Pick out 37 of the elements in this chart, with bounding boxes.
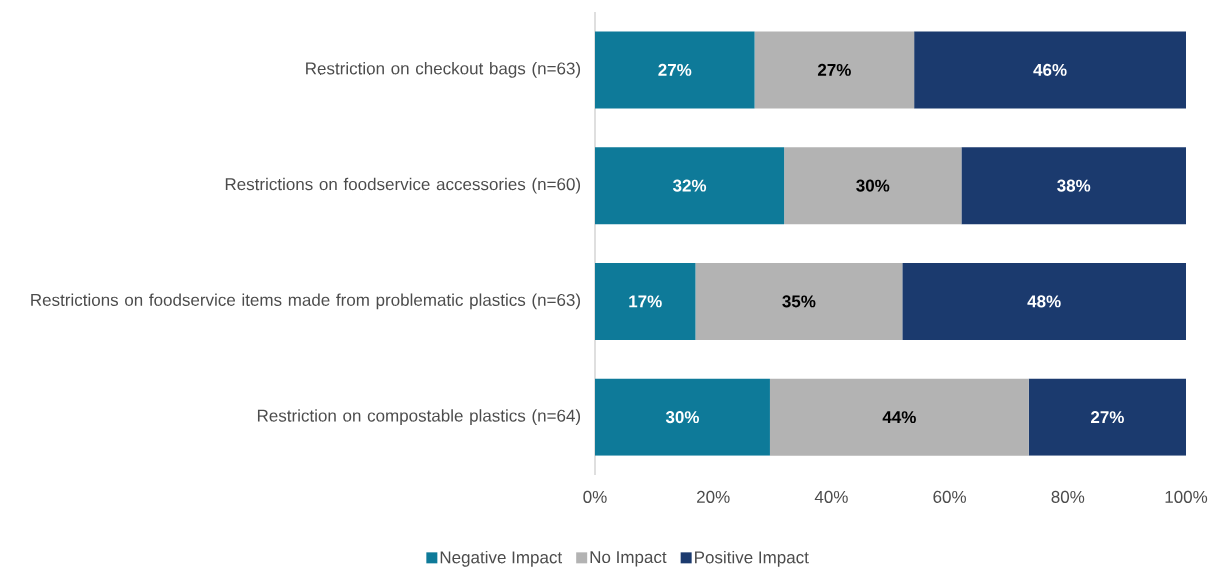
x-tick-label: 0%: [583, 490, 607, 503]
data-label: 30%: [665, 411, 700, 424]
legend-label: Positive Impact: [695, 550, 809, 567]
y-tick-label: Restrictions on foodservice accessories (n=60): [225, 177, 581, 194]
bar: [769, 378, 1029, 456]
x-tick-label: 40%: [814, 490, 848, 503]
data-label: 27%: [658, 63, 692, 76]
bar: [902, 262, 1186, 340]
bar: [695, 262, 903, 340]
data-label: 27%: [817, 63, 851, 76]
bar: [595, 147, 785, 225]
x-tick-label: 20%: [697, 490, 730, 503]
data-label: 30%: [856, 179, 890, 192]
data-label: 38%: [1057, 179, 1091, 192]
data-label: 32%: [672, 179, 707, 192]
data-label: 17%: [629, 295, 662, 308]
bar: [914, 31, 1186, 109]
y-tick-label: Restrictions on foodservice items made from problematic plastics (n=63): [31, 293, 580, 310]
legend-label: No Impact: [590, 551, 667, 567]
data-label: 46%: [1033, 63, 1067, 76]
data-label: 48%: [1027, 295, 1061, 308]
x-tick-label: 100%: [1165, 490, 1208, 503]
bar: [1028, 378, 1186, 456]
bar: [595, 31, 755, 109]
x-tick-label: 80%: [1051, 490, 1085, 503]
y-tick-label: Restriction on compostable plastics (n=64): [257, 409, 581, 426]
bar: [595, 378, 770, 456]
bar: [595, 262, 696, 340]
x-tick-label: 60%: [933, 490, 966, 503]
data-label: 27%: [1090, 411, 1124, 424]
legend-label: Negative Impact: [440, 550, 563, 567]
y-tick-label: Restriction on checkout bags (n=63): [306, 61, 581, 78]
data-label: 35%: [782, 295, 816, 308]
bar: [784, 147, 962, 225]
data-label: 44%: [882, 411, 916, 424]
bar: [754, 31, 915, 109]
bar: [961, 147, 1186, 225]
